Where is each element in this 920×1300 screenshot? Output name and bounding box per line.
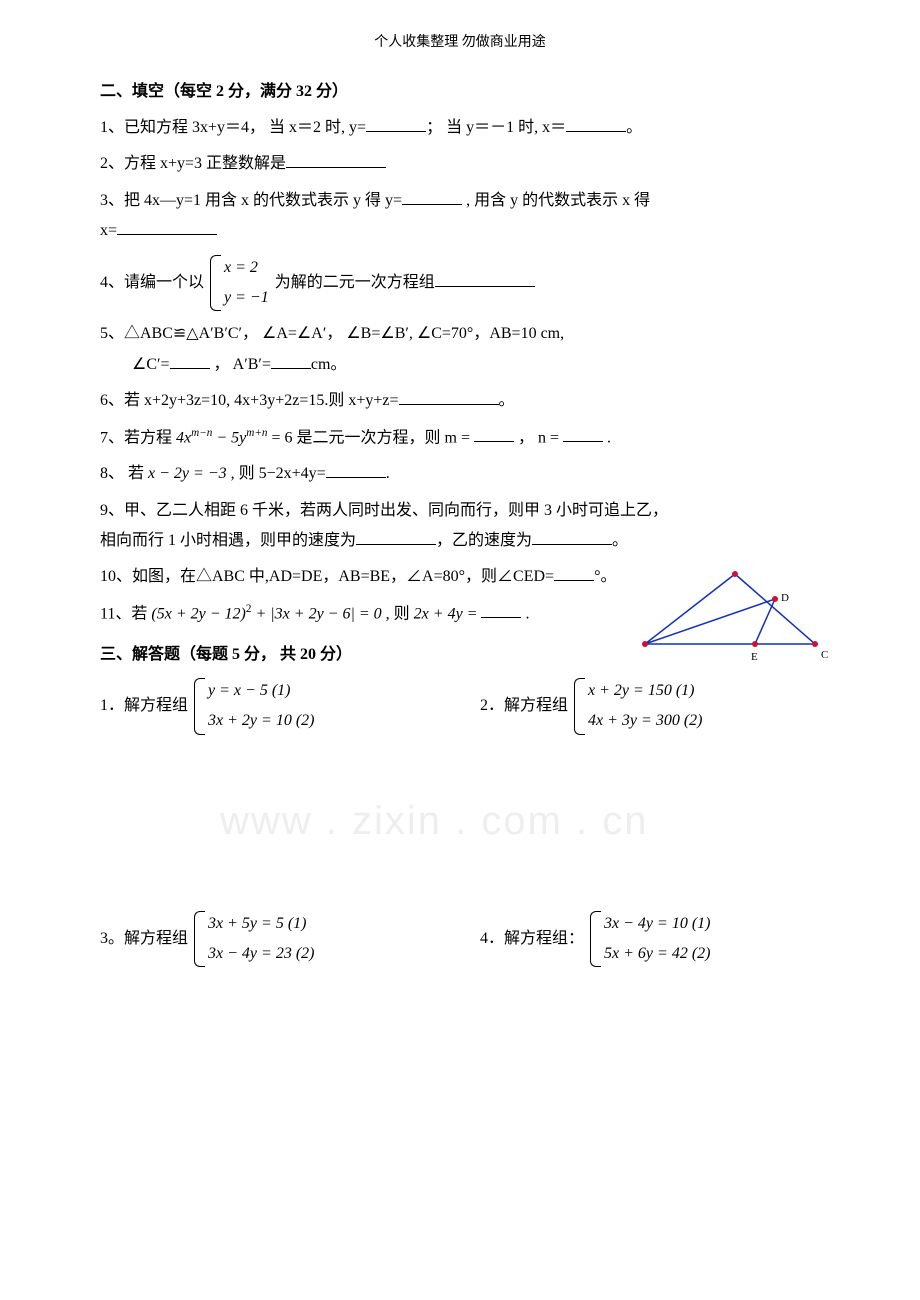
triangle-diagram: ABCDE xyxy=(640,569,830,664)
p4-label: 4．解方程组： xyxy=(480,930,584,947)
q6: 6、若 x+2y+3z=10, 4x+3y+2z=15.则 x+y+z= 。 xyxy=(100,386,820,416)
q5-line1: 5、△ABC≌△A′B′C′， ∠A=∠A′， ∠B=∠B′, ∠C=70°，A… xyxy=(100,319,820,349)
blank xyxy=(481,601,521,618)
blank xyxy=(356,528,436,545)
q11-eq1: (5x + 2y − 12) xyxy=(151,605,245,622)
blank xyxy=(435,270,535,287)
q5-text-a: ∠C′= xyxy=(132,356,170,373)
sys-line-1: y = x − 5 (1) xyxy=(208,682,290,699)
blank xyxy=(554,564,594,581)
svg-text:C: C xyxy=(821,649,828,661)
page-header: 个人收集整理 勿做商业用途 xyxy=(100,30,820,57)
q1-text-a: 1、已知方程 3x+y＝4， 当 x＝2 时, y= xyxy=(100,119,366,136)
sys-line-2: 4x + 3y = 300 (2) xyxy=(588,712,702,729)
q7-eq-b: − 5y xyxy=(212,429,246,446)
blank xyxy=(286,151,386,168)
sys-line-1: 3x + 5y = 5 (1) xyxy=(208,915,306,932)
blank xyxy=(402,188,462,205)
q7-text-d: . xyxy=(603,429,611,446)
blank xyxy=(399,388,499,405)
q7-text-c: ， n = xyxy=(514,429,563,446)
q11-eq3: 2x + 4y = xyxy=(414,605,482,622)
q6-text-a: 6、若 x+2y+3z=10, 4x+3y+2z=15.则 x+y+z= xyxy=(100,392,399,409)
brace-system: y = x − 5 (1) 3x + 2y = 10 (2) xyxy=(194,676,314,737)
q3-text-c: x= xyxy=(100,222,117,239)
blank xyxy=(117,218,217,235)
svg-text:A: A xyxy=(731,569,739,571)
p3: 3。解方程组 3x + 5y = 5 (1) 3x − 4y = 23 (2) xyxy=(100,909,440,970)
q10-text-b: °。 xyxy=(594,568,616,585)
blank xyxy=(532,528,612,545)
brace-system: x + 2y = 150 (1) 4x + 3y = 300 (2) xyxy=(574,676,702,737)
q8: 8、 若 x − 2y = −3 , 则 5−2x+4y=. xyxy=(100,459,820,489)
sys-line-2: 3x + 2y = 10 (2) xyxy=(208,712,314,729)
blank xyxy=(474,425,514,442)
q9: 9、甲、乙二人相距 6 千米，若两人同时出发、同向而行，则甲 3 小时可追上乙，… xyxy=(100,496,820,557)
q5-text-b: ， A′B′= xyxy=(210,356,271,373)
q7-text-a: 7、若方程 xyxy=(100,429,176,446)
sys-line-2: 5x + 6y = 42 (2) xyxy=(604,945,710,962)
p3-label: 3。解方程组 xyxy=(100,930,188,947)
blank xyxy=(366,115,426,132)
problem-row-1: 1．解方程组 y = x − 5 (1) 3x + 2y = 10 (2) 2．… xyxy=(100,670,820,743)
q7: 7、若方程 4xm−n − 5ym+n = 6 是二元一次方程，则 m = ， … xyxy=(100,423,820,454)
section-2-title: 二、填空（每空 2 分，满分 32 分） xyxy=(100,77,820,107)
q2-text: 2、方程 x+y=3 正整数解是 xyxy=(100,155,286,172)
q9-text-b: ，乙的速度为 xyxy=(436,532,532,549)
q11-text-c: . xyxy=(521,605,529,622)
svg-text:D: D xyxy=(781,592,789,604)
svg-text:E: E xyxy=(751,651,758,663)
problem-row-2: 3。解方程组 3x + 5y = 5 (1) 3x − 4y = 23 (2) … xyxy=(100,903,820,976)
sys-line-2: y = −1 xyxy=(224,289,269,306)
q5: 5、△ABC≌△A′B′C′， ∠A=∠A′， ∠B=∠B′, ∠C=70°，A… xyxy=(100,319,820,380)
watermark: www . zixin . com . cn xyxy=(220,783,649,859)
blank xyxy=(563,425,603,442)
q5-text-c: cm。 xyxy=(311,356,347,373)
q11: 11、若 (5x + 2y − 12)2 + |3x + 2y − 6| = 0… xyxy=(100,599,820,630)
q4-text-a: 4、请编一个以 xyxy=(100,274,204,291)
p1: 1．解方程组 y = x − 5 (1) 3x + 2y = 10 (2) xyxy=(100,676,440,737)
p4: 4．解方程组： 3x − 4y = 10 (1) 5x + 6y = 42 (2… xyxy=(480,909,820,970)
q8-text-b: , 则 5−2x+4y= xyxy=(227,465,326,482)
q6-text-b: 。 xyxy=(499,392,515,409)
brace-system: 3x + 5y = 5 (1) 3x − 4y = 23 (2) xyxy=(194,909,314,970)
q9-text-a: 相向而行 1 小时相遇，则甲的速度为 xyxy=(100,532,356,549)
q7-text-b: = 6 是二元一次方程，则 m = xyxy=(268,429,475,446)
q3-text-a: 3、把 4x—y=1 用含 x 的代数式表示 y 得 y= xyxy=(100,192,402,209)
p2-label: 2．解方程组 xyxy=(480,697,568,714)
q3-text-b: , 用含 y 的代数式表示 x 得 xyxy=(462,192,650,209)
blank xyxy=(170,352,210,369)
sys-line-1: x + 2y = 150 (1) xyxy=(588,682,694,699)
blank xyxy=(326,461,386,478)
q1-text-c: 。 xyxy=(626,119,642,136)
q8-text-a: 8、 若 xyxy=(100,465,148,482)
sys-line-2: 3x − 4y = 23 (2) xyxy=(208,945,314,962)
q1: 1、已知方程 3x+y＝4， 当 x＝2 时, y= ； 当 y＝－1 时, x＝… xyxy=(100,113,820,143)
q7-exp1: m−n xyxy=(191,427,212,439)
q11-text-a: 11、若 xyxy=(100,605,151,622)
q2: 2、方程 x+y=3 正整数解是 xyxy=(100,149,820,179)
q11-eq2: + |3x + 2y − 6| = 0 xyxy=(251,605,381,622)
q8-text-c: . xyxy=(386,465,390,482)
q7-exp2: m+n xyxy=(246,427,267,439)
blank xyxy=(566,115,626,132)
sys-line-1: x = 2 xyxy=(224,259,258,276)
brace-system: x = 2 y = −1 xyxy=(210,253,269,314)
q9-line1: 9、甲、乙二人相距 6 千米，若两人同时出发、同向而行，则甲 3 小时可追上乙， xyxy=(100,496,820,526)
sys-line-1: 3x − 4y = 10 (1) xyxy=(604,915,710,932)
q3: 3、把 4x—y=1 用含 x 的代数式表示 y 得 y= , 用含 y 的代数… xyxy=(100,186,820,247)
q7-eq-a: 4x xyxy=(176,429,191,446)
q4-text-b: 为解的二元一次方程组 xyxy=(275,274,435,291)
q11-text-b: , 则 xyxy=(382,605,414,622)
q1-text-b: ； 当 y＝－1 时, x＝ xyxy=(426,119,566,136)
q9-text-c: 。 xyxy=(612,532,628,549)
brace-system: 3x − 4y = 10 (1) 5x + 6y = 42 (2) xyxy=(590,909,710,970)
q8-eq: x − 2y = −3 xyxy=(148,465,227,482)
q4: 4、请编一个以 x = 2 y = −1 为解的二元一次方程组 xyxy=(100,253,820,314)
blank xyxy=(271,352,311,369)
p2: 2．解方程组 x + 2y = 150 (1) 4x + 3y = 300 (2… xyxy=(480,676,820,737)
p1-label: 1．解方程组 xyxy=(100,697,188,714)
q10-text-a: 10、如图，在△ABC 中,AD=DE，AB=BE，∠A=80°，则∠CED= xyxy=(100,568,554,585)
